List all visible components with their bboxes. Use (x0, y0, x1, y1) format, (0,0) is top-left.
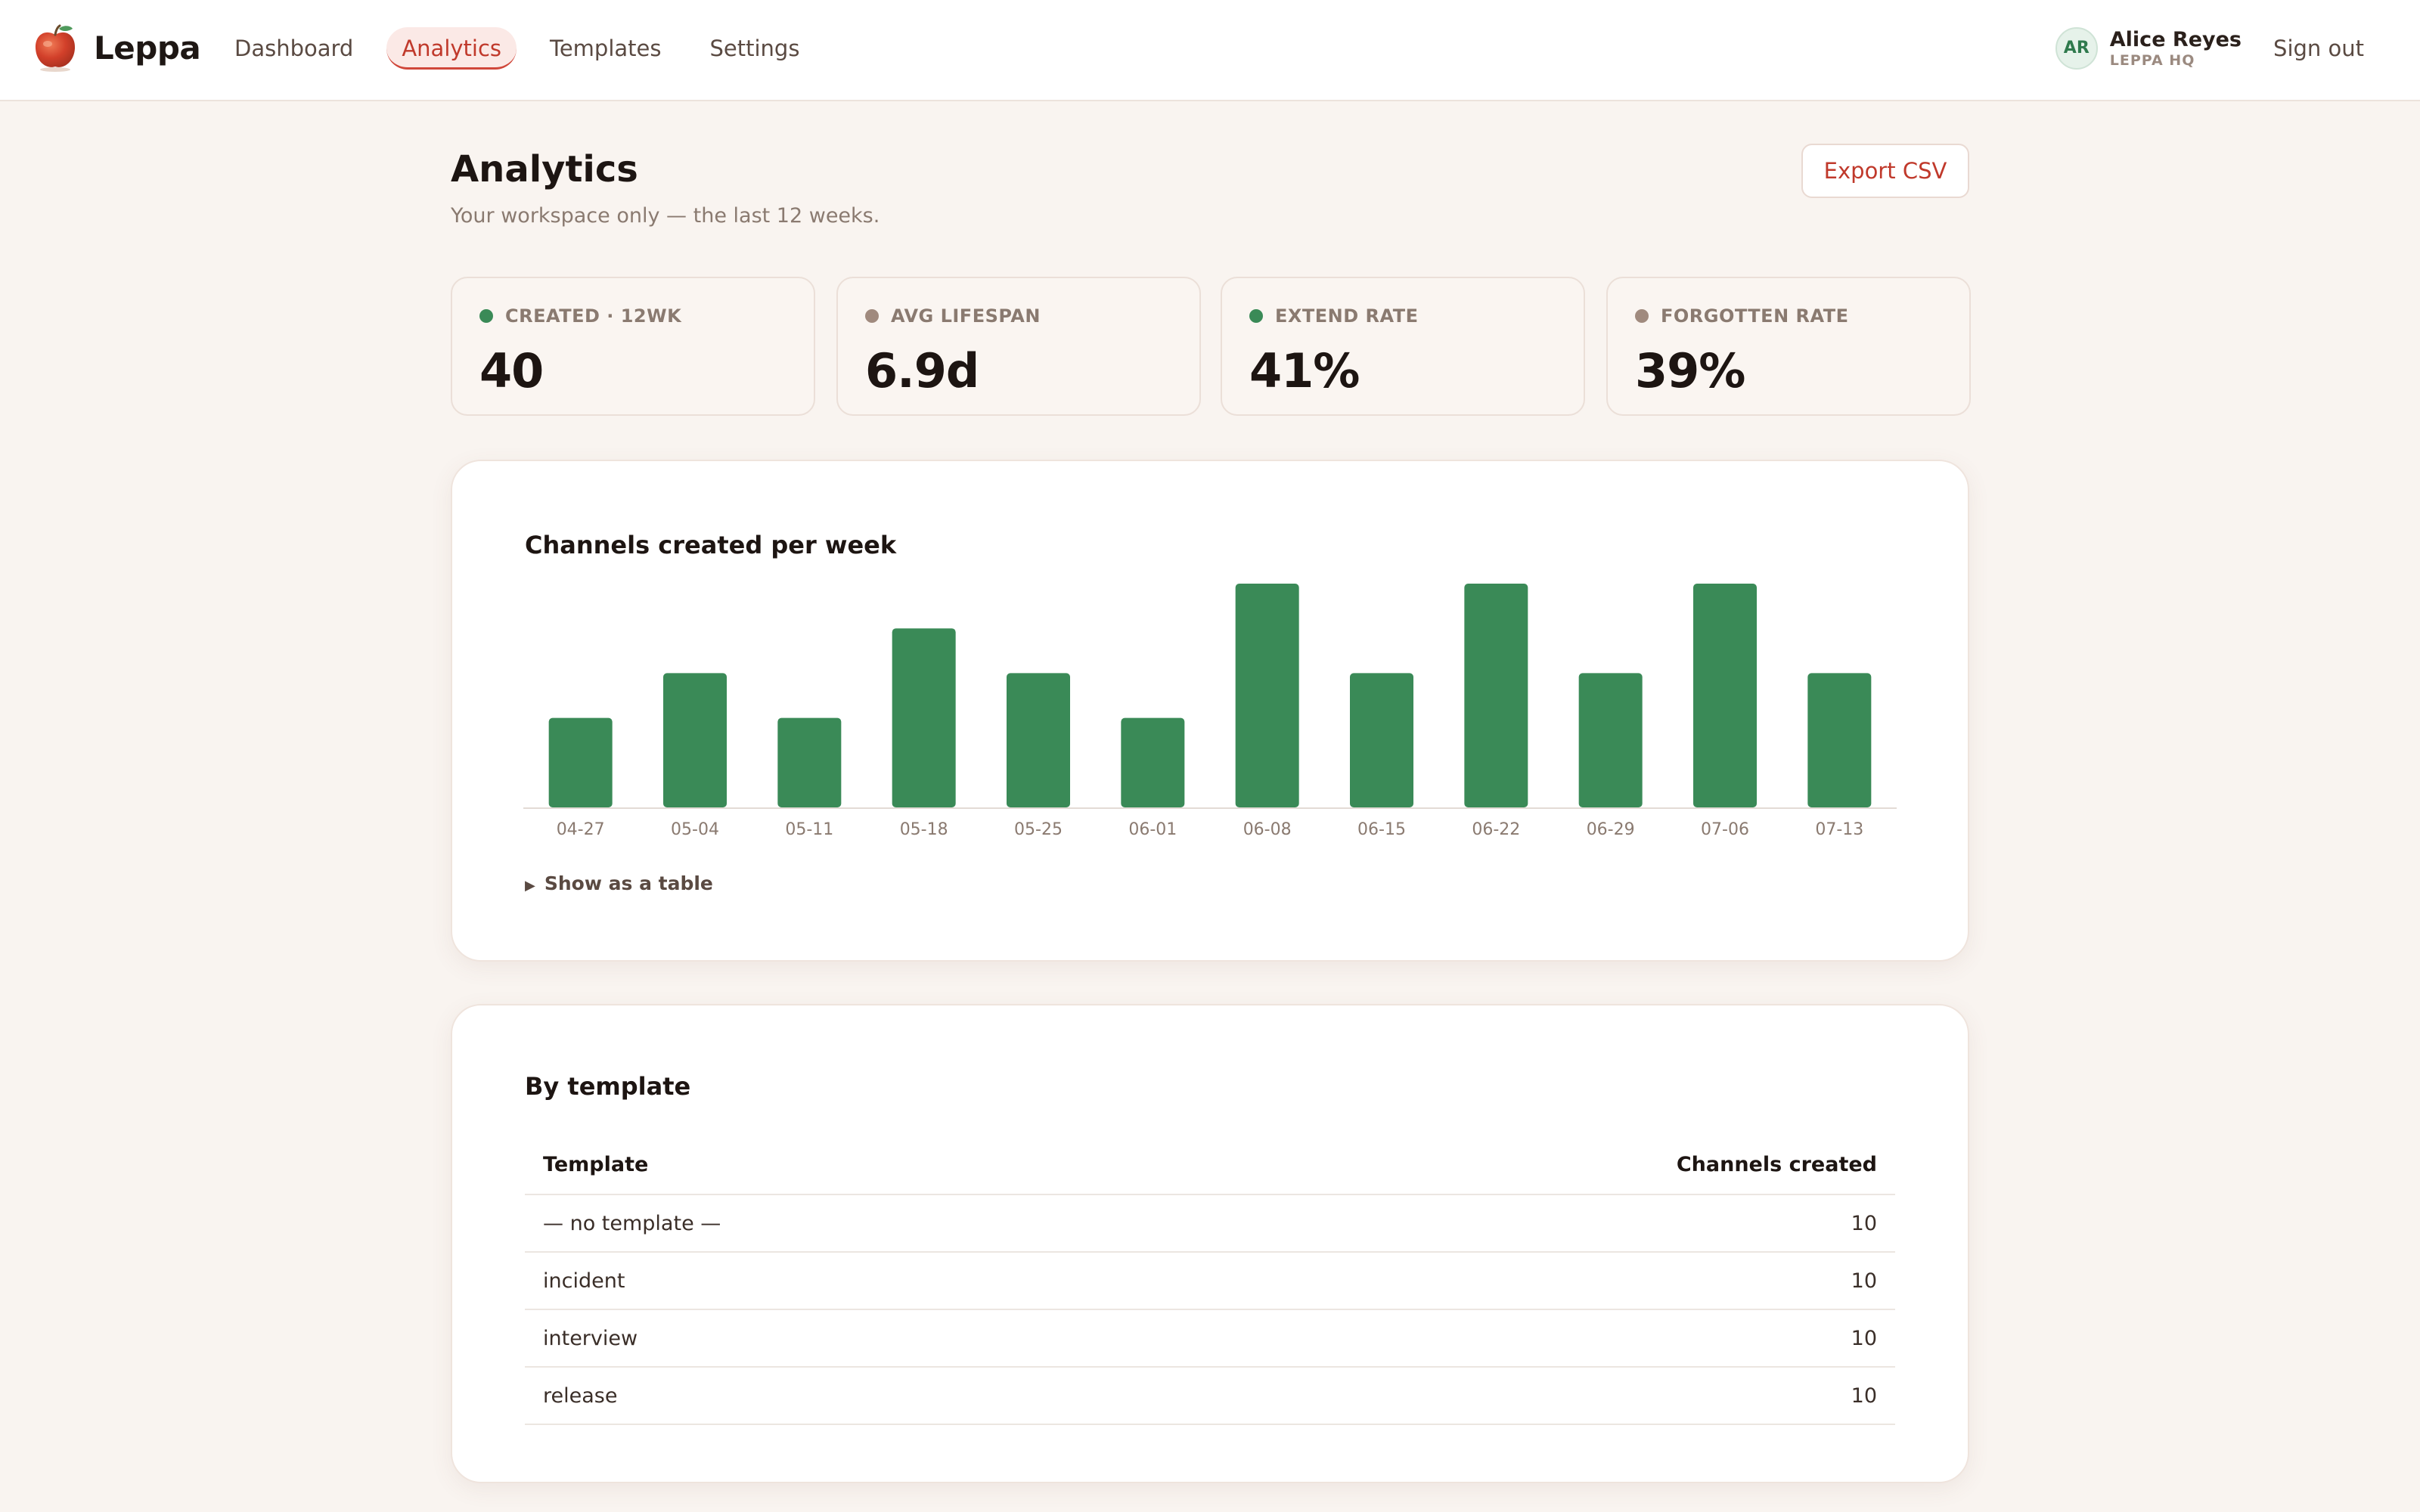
chart-title: Channels created per week (525, 531, 897, 559)
template-cell: interview (525, 1309, 1176, 1368)
chart-bar-07-06[interactable] (1693, 584, 1757, 807)
stat-value: 41% (1249, 343, 1360, 398)
template-cell: release (525, 1367, 1176, 1425)
nav-analytics[interactable]: Analytics (386, 27, 517, 70)
user-name: Alice Reyes (2109, 28, 2242, 51)
template-cell: — no template — (525, 1194, 1176, 1253)
avatar: AR (2055, 27, 2098, 70)
chart-bar-05-18[interactable] (892, 628, 956, 807)
stat-label: FORGOTTEN RATE (1661, 305, 1849, 327)
table-row: interview 10 (525, 1309, 1895, 1368)
show-as-table-toggle[interactable]: ▶ Show as a table (525, 872, 713, 894)
chart-bar-06-08[interactable] (1235, 584, 1299, 807)
x-tick-label: 07-06 (1701, 820, 1749, 839)
x-tick-label: 05-04 (671, 820, 719, 839)
x-tick-label: 06-15 (1357, 820, 1406, 839)
nav-settings[interactable]: Settings (709, 36, 800, 61)
stat-value: 40 (479, 343, 544, 398)
x-tick-label: 04-27 (557, 820, 605, 839)
count-cell: 10 (1175, 1367, 1895, 1425)
nav-dashboard[interactable]: Dashboard (234, 36, 354, 61)
x-tick-label: 05-25 (1014, 820, 1063, 839)
sign-out-button[interactable]: Sign out (2273, 36, 2364, 61)
chart-bar-05-04[interactable] (663, 673, 727, 807)
x-tick-label: 05-18 (900, 820, 948, 839)
template-section-title: By template (525, 1072, 691, 1101)
chart-bar-06-22[interactable] (1464, 584, 1528, 807)
stat-card-avg-lifespan: AVG LIFESPAN 6.9d (836, 277, 1201, 416)
status-dot-icon (865, 309, 879, 323)
column-header-channels-created: Channels created (1175, 1136, 1895, 1195)
top-bar: Leppa Dashboard Analytics Templates Sett… (0, 0, 2420, 101)
stat-value: 6.9d (865, 343, 979, 398)
table-row: — no template — 10 (525, 1194, 1895, 1253)
stat-label: AVG LIFESPAN (891, 305, 1041, 327)
brand[interactable]: Leppa (32, 21, 201, 74)
table-row: release 10 (525, 1367, 1895, 1425)
chart-bar-06-01[interactable] (1121, 717, 1185, 807)
by-template-panel: By template Template Channels created — … (451, 1004, 1969, 1483)
weekly-chart-panel: Channels created per week 04-27 05-04 05-1… (451, 460, 1969, 962)
table-row: incident 10 (525, 1252, 1895, 1310)
chart-bar-05-25[interactable] (1007, 673, 1070, 807)
toggle-label: Show as a table (544, 872, 713, 894)
disclosure-triangle-icon: ▶ (525, 878, 535, 894)
main-nav: Dashboard Analytics Templates Settings (219, 27, 814, 70)
nav-templates[interactable]: Templates (550, 36, 662, 61)
x-tick-label: 07-13 (1815, 820, 1863, 839)
chart-bar-05-11[interactable] (777, 717, 842, 807)
stat-label: EXTEND RATE (1275, 305, 1419, 327)
stat-card-forgotten-rate: FORGOTTEN RATE 39% (1606, 277, 1971, 416)
user-info: Alice Reyes LEPPA HQ (2110, 28, 2242, 69)
chart-bar-06-29[interactable] (1578, 673, 1643, 807)
status-dot-icon (479, 309, 493, 323)
chart-bar-04-27[interactable] (548, 717, 613, 807)
count-cell: 10 (1175, 1194, 1895, 1253)
x-tick-label: 06-08 (1243, 820, 1292, 839)
user-menu[interactable]: AR Alice Reyes LEPPA HQ (2055, 27, 2242, 70)
status-dot-icon (1635, 309, 1649, 323)
page-subtitle: Your workspace only — the last 12 weeks. (451, 204, 880, 228)
column-header-template: Template (525, 1136, 1176, 1195)
x-tick-label: 06-01 (1128, 820, 1177, 839)
chart-bar-06-15[interactable] (1350, 673, 1413, 807)
stat-card-created: CREATED · 12WK 40 (451, 277, 815, 416)
export-csv-button[interactable]: Export CSV (1801, 144, 1969, 198)
stat-value: 39% (1635, 343, 1745, 398)
table-header-row: Template Channels created (525, 1136, 1895, 1195)
apple-logo-icon (32, 23, 79, 73)
stat-card-extend-rate: EXTEND RATE 41% (1221, 277, 1585, 416)
x-tick-label: 05-11 (785, 820, 833, 839)
page-title: Analytics (451, 148, 638, 191)
x-tick-label: 06-29 (1587, 820, 1635, 839)
x-tick-label: 06-22 (1472, 820, 1520, 839)
channels-per-week-chart: 04-2705-0405-1105-1805-2506-0106-08506-1… (523, 584, 1897, 839)
template-cell: incident (525, 1252, 1176, 1310)
status-dot-icon (1249, 309, 1263, 323)
app-name: Leppa (94, 29, 201, 67)
template-table: Template Channels created — no template … (525, 1136, 1895, 1425)
count-cell: 10 (1175, 1309, 1895, 1368)
count-cell: 10 (1175, 1252, 1895, 1310)
stat-label: CREATED · 12WK (505, 305, 682, 327)
chart-bar-07-13[interactable] (1807, 673, 1872, 807)
user-org: LEPPA HQ (2109, 52, 2195, 69)
